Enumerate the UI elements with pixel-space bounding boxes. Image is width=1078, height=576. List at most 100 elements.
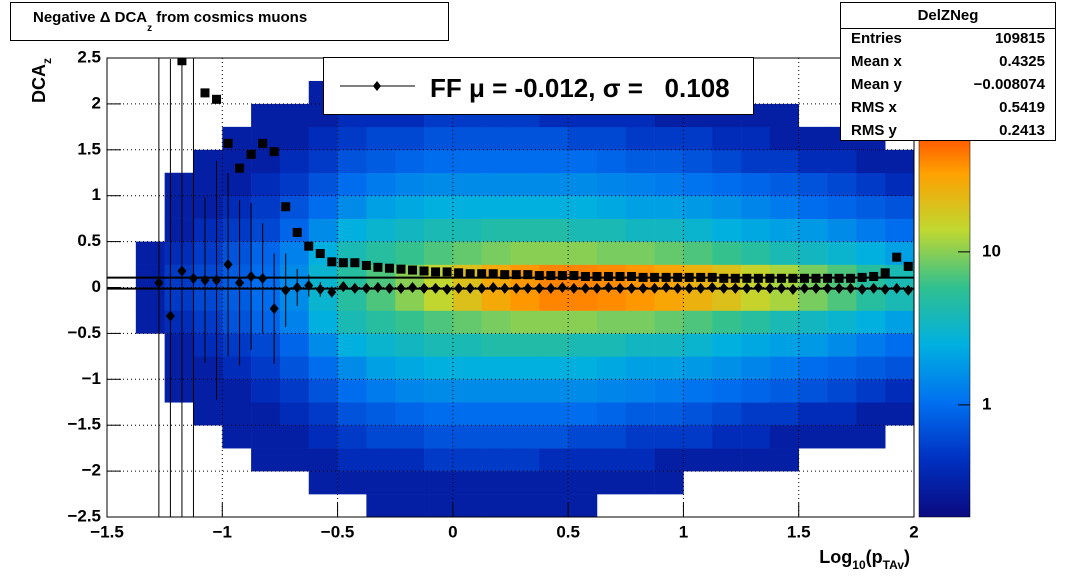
square-marker (569, 271, 579, 281)
heatmap-cell (654, 218, 684, 242)
heatmap-cell (539, 287, 569, 311)
heatmap-cell (424, 448, 454, 472)
heatmap-cell (625, 379, 655, 403)
heatmap-cell (251, 333, 281, 357)
heatmap-cell (856, 172, 886, 196)
heatmap-cell (596, 448, 627, 472)
subscript: z (40, 58, 54, 64)
heatmap-cell (885, 195, 914, 219)
heatmap-cell (452, 310, 482, 334)
text-part: ) (904, 547, 910, 567)
heatmap-cell (741, 448, 771, 472)
heatmap-cell (481, 402, 511, 426)
heatmap-cell (395, 195, 425, 219)
heatmap-cell (596, 241, 627, 265)
axes: −1.5 −1 −0.5 0 0.5 1 1.5 2 −2.5 −2 −1.5 −1 −0.5 0 0.5 1… (29, 47, 1001, 572)
heatmap-cell (366, 333, 396, 357)
heatmap-cell (452, 218, 482, 242)
square-marker (546, 271, 556, 281)
diamond-marker (592, 282, 602, 294)
heatmap-cell (395, 494, 425, 517)
square-marker (730, 273, 740, 283)
heatmap-cell (798, 402, 828, 426)
heatmap-cell (568, 172, 598, 196)
diamond-marker (419, 282, 429, 294)
heatmap-cell (885, 149, 914, 174)
heatmap-cell (798, 218, 828, 242)
heatmap-cell (510, 471, 540, 495)
heatmap-cell (625, 126, 655, 151)
heatmap-cell (596, 310, 627, 334)
heatmap-cell (251, 448, 281, 472)
diamond-marker (431, 282, 441, 294)
heatmap-cell (279, 195, 310, 219)
y-tick-label: 2.5 (77, 47, 101, 66)
x-tick-label: 1 (679, 522, 688, 541)
heatmap-cell (596, 149, 627, 174)
y-axis-title: DCAz (29, 58, 54, 103)
heatmap-cell (279, 149, 310, 174)
heatmap-cell (769, 425, 800, 449)
heatmap-cell (798, 195, 828, 219)
heatmap-cell (510, 310, 540, 334)
heatmap-cell (539, 379, 569, 403)
heatmap-cell (452, 241, 482, 265)
heatmap-cell (539, 356, 569, 380)
square-marker (776, 273, 786, 283)
heatmap-cell (424, 494, 454, 517)
diamond-marker (338, 281, 348, 293)
heatmap-cell (827, 149, 857, 174)
heatmap-cell (741, 195, 771, 219)
square-marker (235, 163, 245, 173)
heatmap-cell (596, 356, 627, 380)
heatmap-cell (510, 333, 540, 357)
diamond-marker (869, 282, 879, 294)
heatmap-cell (193, 195, 223, 219)
square-marker (592, 271, 602, 281)
heatmap-cell (683, 241, 713, 265)
heatmap-cell (481, 333, 511, 357)
diamond-marker (408, 282, 418, 293)
heatmap-cell (308, 126, 338, 151)
heatmap-cell (654, 471, 684, 495)
text-part: Negative Δ DCA (33, 9, 147, 26)
heatmap-cell (510, 195, 540, 219)
heatmap-cell (308, 195, 338, 219)
heatmap-cell (395, 126, 425, 151)
legend-label: FF μ = -0.012, σ = 0.108 (430, 73, 730, 103)
diamond-marker (327, 286, 337, 298)
square-marker (765, 273, 775, 283)
heatmap-cell (798, 241, 828, 265)
square-marker (788, 273, 798, 283)
x-tick-label: −0.5 (321, 522, 355, 541)
diamond-marker (730, 282, 740, 294)
heatmap-cell (395, 379, 425, 403)
heatmap-cell (827, 379, 857, 403)
heatmap-cell (424, 356, 454, 380)
square-marker (511, 270, 521, 280)
square-marker (673, 272, 683, 282)
diamond-marker (546, 282, 556, 294)
heatmap-cell (856, 356, 886, 380)
diamond-marker (465, 282, 475, 294)
heatmap-cell (769, 149, 800, 174)
heatmap-cell (366, 310, 396, 334)
heatmap-cell (712, 149, 742, 174)
heatmap-cell (481, 241, 511, 265)
square-marker (281, 202, 291, 212)
square-marker (892, 252, 902, 262)
heatmap-cell (222, 172, 252, 196)
heatmap-cell (654, 195, 684, 219)
heatmap-cell (856, 195, 886, 219)
heatmap-cell (769, 218, 800, 242)
heatmap-cell (625, 471, 655, 495)
y-tick-label: −0.5 (67, 323, 101, 342)
heatmap-cell (741, 241, 771, 265)
square-marker (454, 268, 464, 278)
heatmap-cell (308, 149, 338, 174)
heatmap-cell (279, 103, 310, 128)
heatmap-cell (741, 149, 771, 174)
diamond-marker (580, 282, 590, 294)
heatmap-cell (452, 425, 482, 449)
